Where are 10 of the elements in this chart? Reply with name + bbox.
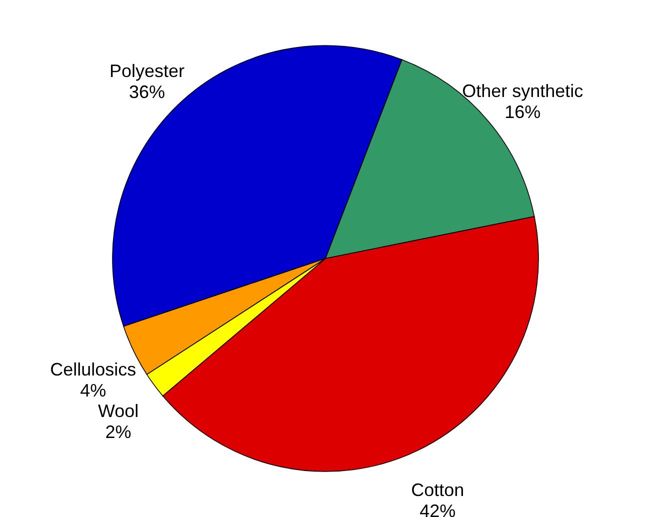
slice-label: Polyester [109,61,185,82]
data-label: 16% [504,102,541,122]
data-label: 2% [105,422,132,442]
slice-label: Wool [98,401,139,422]
data-label: 36% [129,82,166,102]
slice-label: Other synthetic [462,81,584,102]
slice-label: Cellulosics [50,360,136,380]
data-label: 42% [420,500,456,517]
slice-label: Cotton [411,480,464,500]
data-label: 4% [80,380,106,401]
